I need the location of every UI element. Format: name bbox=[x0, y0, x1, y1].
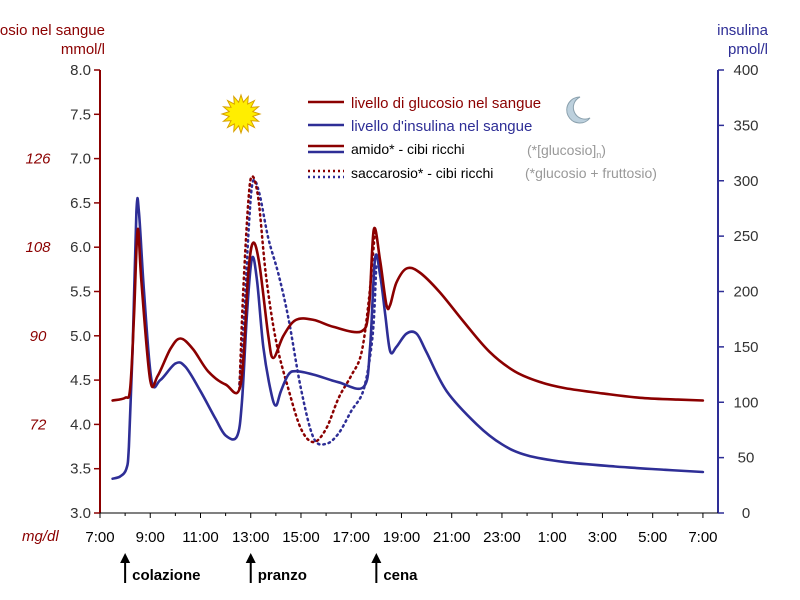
x-tick-label: 23:00 bbox=[483, 529, 521, 546]
legend-starch-note-end: ) bbox=[601, 142, 606, 158]
right-tick-label: 300 bbox=[733, 173, 758, 190]
mgdl-unit-label: mg/dl bbox=[22, 528, 59, 545]
left-axis-title: glucosio nel sangue bbox=[0, 22, 105, 39]
legend-sucrose-note: (*glucosio + fruttosio) bbox=[525, 165, 657, 181]
meal-arrow-head bbox=[371, 553, 382, 563]
legend-starch-label: amido* - cibi ricchi bbox=[351, 141, 465, 157]
x-tick-label: 21:00 bbox=[433, 529, 471, 546]
right-tick-label: 150 bbox=[733, 339, 758, 356]
right-tick-label: 350 bbox=[733, 117, 758, 134]
left-tick-label: 3.5 bbox=[70, 461, 91, 478]
sucrose-series-line bbox=[238, 178, 378, 446]
left-tick-label: 5.0 bbox=[70, 328, 91, 345]
meal-arrow-head bbox=[245, 553, 256, 563]
left-tick-label: 6.0 bbox=[70, 239, 91, 256]
meal-arrow-head bbox=[120, 553, 131, 563]
legend: livello di glucosio nel sangue livello d… bbox=[308, 95, 657, 181]
mgdl-tick-label: 72 bbox=[30, 416, 47, 433]
right-tick-label: 50 bbox=[738, 450, 755, 467]
left-tick-label: 6.5 bbox=[70, 195, 91, 212]
x-tick-label: 5:00 bbox=[638, 529, 667, 546]
series bbox=[111, 175, 705, 480]
glucose-series-line bbox=[111, 226, 705, 402]
starch-series-line bbox=[238, 175, 377, 444]
meal-label: colazione bbox=[132, 567, 200, 584]
left-tick-label: 7.5 bbox=[70, 106, 91, 123]
x-tick-label: 9:00 bbox=[136, 529, 165, 546]
left-axis-unit: mmol/l bbox=[61, 41, 105, 58]
legend-insulin-label: livello d'insulina nel sangue bbox=[351, 118, 532, 135]
legend-starch-note-sub: n bbox=[596, 150, 601, 160]
x-tick-label: 11:00 bbox=[182, 529, 218, 546]
right-tick-label: 0 bbox=[742, 505, 750, 522]
legend-glucose-label: livello di glucosio nel sangue bbox=[351, 95, 541, 112]
tick-labels: 3.0 3.5 4.0 4.5 5.0 5.5 6.0 6.5 7.0 7.5 8.0 72 90 108… bbox=[25, 62, 758, 546]
meal-label: pranzo bbox=[258, 567, 307, 584]
moon-icon bbox=[566, 96, 591, 124]
meal-markers: colazione pranzo cena bbox=[120, 553, 418, 584]
meal-label: cena bbox=[383, 567, 418, 584]
left-tick-label: 3.0 bbox=[70, 505, 91, 522]
left-tick-label: 4.5 bbox=[70, 372, 91, 389]
insulin-series-line bbox=[111, 197, 705, 480]
right-tick-label: 400 bbox=[733, 62, 758, 79]
legend-starch-note-text: (*[glucosio] bbox=[527, 142, 596, 158]
x-tick-label: 3:00 bbox=[588, 529, 617, 546]
x-tick-label: 7:00 bbox=[688, 529, 717, 546]
mgdl-tick-label: 108 bbox=[25, 239, 51, 256]
x-tick-label: 17:00 bbox=[332, 529, 370, 546]
axes bbox=[94, 69, 724, 518]
x-tick-label: 19:00 bbox=[383, 529, 421, 546]
left-tick-label: 5.5 bbox=[70, 284, 91, 301]
x-tick-label: 1:00 bbox=[538, 529, 567, 546]
mgdl-tick-label: 90 bbox=[30, 328, 47, 345]
left-tick-label: 4.0 bbox=[70, 416, 91, 433]
legend-sucrose-label: saccarosio* - cibi ricchi bbox=[351, 165, 493, 181]
left-tick-label: 8.0 bbox=[70, 62, 91, 79]
sun-icon bbox=[220, 93, 262, 135]
right-axis-title: insulina bbox=[717, 22, 769, 39]
right-tick-label: 200 bbox=[733, 284, 758, 301]
right-axis-unit: pmol/l bbox=[728, 41, 768, 58]
x-tick-label: 15:00 bbox=[282, 529, 320, 546]
right-tick-label: 250 bbox=[733, 228, 758, 245]
legend-starch-note: (*[glucosio]n) bbox=[527, 142, 606, 160]
x-tick-label: 13:00 bbox=[232, 529, 270, 546]
right-tick-label: 100 bbox=[733, 394, 758, 411]
x-tick-label: 7:00 bbox=[85, 529, 114, 546]
left-tick-label: 7.0 bbox=[70, 151, 91, 168]
mgdl-tick-label: 126 bbox=[25, 151, 51, 168]
